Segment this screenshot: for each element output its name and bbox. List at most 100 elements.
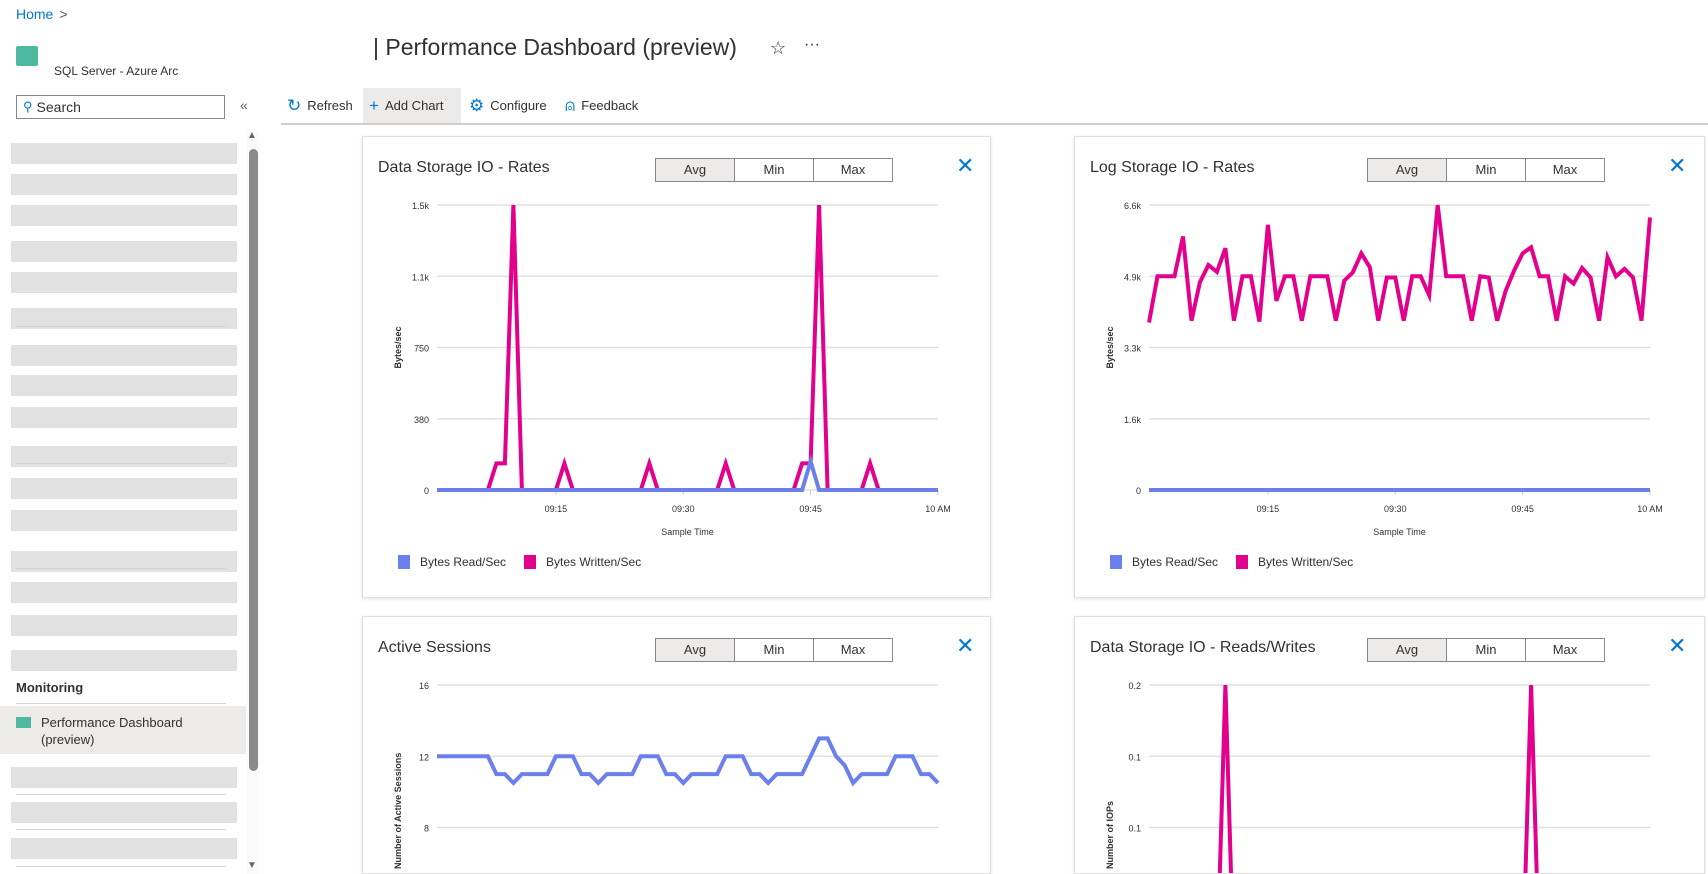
aggregation-max-button[interactable]: Max [1525,158,1605,182]
y-axis-label: Number of Active Sessions [393,753,403,869]
sidebar-divider [16,326,226,327]
aggregation-toggle: Avg Min Max [655,638,893,662]
legend-label: Bytes Written/Sec [546,555,642,569]
scroll-up-arrow-icon[interactable]: ▲ [247,130,257,141]
legend-item[interactable]: Bytes Read/Sec [398,555,506,569]
aggregation-max-button[interactable]: Max [1525,638,1605,662]
y-tick-label: 6.6k [1124,201,1142,211]
toolbar-divider [281,123,1708,125]
aggregation-avg-button[interactable]: Avg [1367,158,1447,182]
chart-plot: 8 12 16 Number of Active Sessions [393,681,940,869]
aggregation-max-button[interactable]: Max [813,638,893,662]
aggregation-max-button[interactable]: Max [813,158,893,182]
legend-item[interactable]: Bytes Written/Sec [524,555,641,569]
sidebar-item-performance-dashboard[interactable]: Performance Dashboard (preview) [0,706,246,754]
legend-item[interactable]: Bytes Written/Sec [1236,555,1353,569]
sidebar-item-placeholder[interactable] [11,615,237,636]
sidebar-item-placeholder[interactable] [11,767,237,788]
breadcrumb-home-link[interactable]: Home [16,6,54,22]
sidebar-item-placeholder[interactable] [11,478,237,499]
y-tick-label: 3.3k [1124,344,1142,354]
chart-card: Log Storage IO - Rates Avg Min Max ✕ 0 1.6k 3… [1074,136,1705,598]
y-tick-label: 0.2 [1128,681,1141,691]
sidebar-item-placeholder[interactable] [11,205,237,226]
sidebar-item-placeholder[interactable] [11,272,237,293]
page-title: | Performance Dashboard (preview) [373,34,737,60]
resource-subtitle: SQL Server - Azure Arc [54,64,179,78]
chart-plot: 0 380 750 1.1k 1.5k 09:15 09:30 09:45 10 AM Sampl… [393,201,951,537]
legend-label: Bytes Read/Sec [1132,555,1219,569]
sidebar-scroll-thumb[interactable] [249,149,258,771]
breadcrumb: Home > [16,6,68,22]
sidebar-item-placeholder[interactable] [11,551,237,572]
aggregation-min-button[interactable]: Min [734,638,814,662]
configure-button[interactable]: ⚙ Configure [463,88,553,123]
aggregation-toggle: Avg Min Max [1367,638,1605,662]
feedback-person-icon: ⍝ [565,95,576,115]
sidebar-divider [16,866,226,867]
add-chart-button[interactable]: + Add Chart [363,88,461,123]
x-tick-label: 09:30 [672,504,695,514]
search-placeholder: Search [36,99,81,115]
close-icon[interactable]: ✕ [956,153,975,178]
y-tick-label: 1.6k [1124,415,1142,425]
legend-swatch [524,555,537,569]
sidebar-item-placeholder[interactable] [11,308,237,329]
scroll-down-arrow-icon[interactable]: ▼ [247,860,257,871]
x-tick-label: 09:30 [1384,504,1407,514]
sidebar-item-placeholder[interactable] [11,375,237,396]
aggregation-toggle: Avg Min Max [655,158,893,182]
chart-title: Data Storage IO - Reads/Writes [1090,639,1316,656]
sidebar-item-placeholder[interactable] [11,143,237,164]
y-tick-label: 0.1 [1128,824,1141,834]
sidebar-item-placeholder[interactable] [11,241,237,262]
sidebar-item-placeholder[interactable] [11,174,237,195]
collapse-sidebar-icon[interactable]: « [240,97,248,113]
series-line-values [1217,684,1233,873]
aggregation-min-button[interactable]: Min [1446,158,1526,182]
more-options-icon[interactable]: ··· [804,36,820,53]
chart-legend: Bytes Read/Sec Bytes Written/Sec [398,555,659,569]
gear-icon: ⚙ [469,95,485,115]
refresh-icon: ↻ [287,95,302,115]
y-axis-label: Bytes/sec [1105,326,1115,368]
close-icon[interactable]: ✕ [956,633,975,658]
configure-label: Configure [490,98,547,113]
sidebar-item-placeholder[interactable] [11,510,237,531]
aggregation-avg-button[interactable]: Avg [1367,638,1447,662]
feedback-button[interactable]: ⍝ Feedback [559,88,644,123]
sidebar-divider [16,703,226,704]
legend-item[interactable]: Bytes Read/Sec [1110,555,1218,569]
y-tick-label: 8 [424,824,429,834]
sidebar-item-placeholder[interactable] [11,838,237,859]
chart-legend: Bytes Read/Sec Bytes Written/Sec [1110,555,1371,569]
chart-card: Data Storage IO - Reads/Writes Avg Min Max… [1074,616,1705,874]
chart-plot: 0 1.6k 3.3k 4.9k 6.6k 09:15 09:30 09:45 10 AM Sam… [1105,201,1663,537]
close-icon[interactable]: ✕ [1668,153,1687,178]
series-line-bytes-read-sec [437,454,938,492]
refresh-label: Refresh [307,98,353,113]
y-tick-label: 1.5k [412,201,430,211]
sidebar-item-placeholder[interactable] [11,802,237,823]
x-tick-label: 09:45 [799,504,822,514]
legend-label: Bytes Written/Sec [1258,555,1354,569]
legend-swatch [1110,555,1122,569]
refresh-button[interactable]: ↻ Refresh [281,88,359,123]
feedback-label: Feedback [581,98,639,113]
chart-title: Data Storage IO - Rates [378,159,550,176]
legend-swatch [398,555,410,569]
sidebar-item-placeholder[interactable] [11,345,237,366]
sidebar-item-placeholder[interactable] [11,582,237,603]
series-line-bytes-written-sec [1147,204,1652,323]
sidebar-item-placeholder[interactable] [11,650,237,671]
sidebar-item-placeholder[interactable] [11,446,237,467]
chart-card: Data Storage IO - Rates Avg Min Max ✕ 0 380 7… [362,136,991,598]
sidebar-search-input[interactable]: ⚲ Search [16,95,225,119]
favorite-star-icon[interactable]: ☆ [770,38,787,58]
aggregation-min-button[interactable]: Min [1446,638,1526,662]
y-tick-label: 16 [419,681,429,691]
close-icon[interactable]: ✕ [1668,633,1687,658]
legend-swatch [1236,555,1249,569]
sidebar-item-placeholder[interactable] [11,407,237,428]
x-tick-label: 09:15 [545,504,568,514]
